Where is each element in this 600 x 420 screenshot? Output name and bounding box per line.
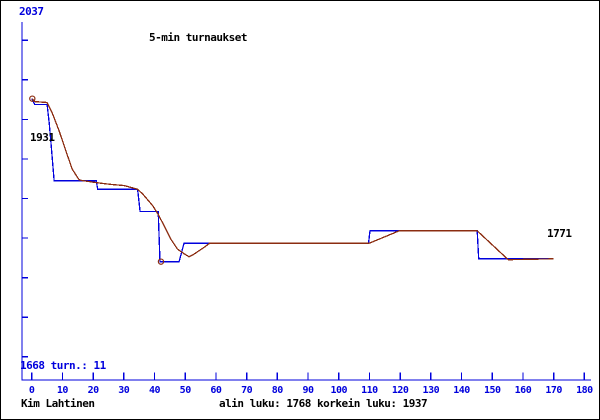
x-tick-label: 170 (545, 385, 562, 396)
player-name: Kim Lahtinen (21, 397, 95, 410)
x-tick-label: 90 (302, 385, 314, 396)
x-tick-label: 20 (87, 385, 100, 396)
x-tick-label: 110 (361, 385, 378, 396)
x-tick-label: 120 (391, 385, 409, 396)
x-tick-label: 130 (422, 385, 440, 396)
x-tick-label: 40 (148, 385, 161, 396)
smoothed-line (31, 98, 554, 261)
bottom-left-label: 1668 turn.: 11 (20, 359, 106, 372)
final-rating-label: 1771 (547, 227, 572, 240)
y-axis-max-label: 2037 (19, 5, 44, 18)
x-tick-label: 180 (576, 385, 593, 396)
footer-stats: alin luku: 1768 korkein luku: 1937 (219, 397, 428, 410)
x-tick-label: 30 (118, 385, 130, 396)
x-tick-label: 70 (241, 385, 253, 396)
x-tick-label: 150 (483, 385, 501, 396)
start-rating-label: 1931 (30, 131, 55, 144)
x-tick-label: 140 (453, 385, 470, 396)
x-tick-label: 10 (56, 385, 69, 396)
x-tick-label: 160 (514, 385, 532, 396)
axes (21, 22, 591, 381)
x-tick-label: 100 (330, 385, 347, 396)
korkein-marker (29, 95, 36, 102)
chart-title: 5-min turnaukset (149, 31, 247, 44)
rating-line (31, 98, 554, 263)
alin-marker (157, 258, 165, 265)
x-tick-label: 0 (28, 385, 35, 396)
x-tick-label: 80 (271, 385, 284, 396)
x-tick-label: 50 (179, 385, 192, 396)
x-tick-label: 60 (210, 385, 222, 396)
